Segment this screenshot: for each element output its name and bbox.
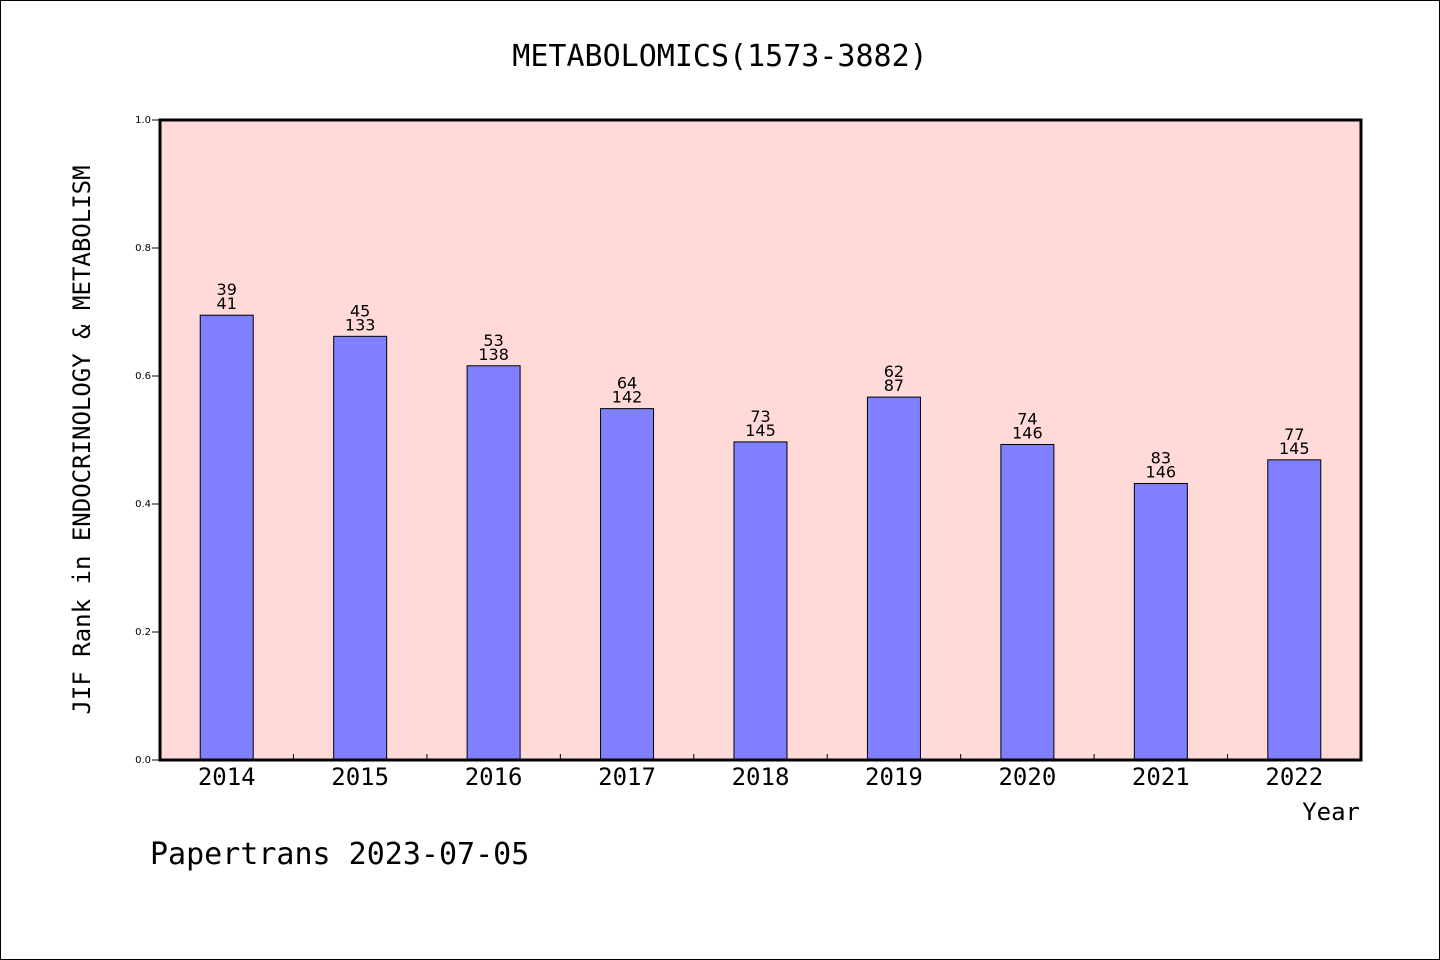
bar	[333, 335, 388, 761]
x-tick-label: 2014	[198, 763, 256, 791]
y-tick-label: 0.2	[135, 627, 151, 638]
bar	[199, 314, 254, 761]
x-tick-label: 2018	[732, 763, 790, 791]
bar-rank-label: 64	[617, 374, 637, 393]
bar-total-label: 138	[478, 345, 509, 364]
bar	[466, 365, 521, 761]
bar	[733, 441, 788, 761]
footer-note: Papertrans 2023-07-05	[150, 837, 529, 872]
bar-rank-label: 83	[1151, 449, 1171, 468]
bar-total-label: 87	[884, 376, 904, 395]
x-tick-label: 2020	[998, 763, 1056, 791]
chart-title: METABOLOMICS(1573-3882)	[512, 39, 927, 74]
y-tick-label: 0.6	[135, 371, 151, 382]
bar-rank-label: 39	[217, 280, 237, 299]
y-tick-label: 0.0	[135, 755, 151, 766]
x-tick-label: 2019	[865, 763, 923, 791]
x-tick-label: 2017	[598, 763, 656, 791]
bar	[1133, 483, 1188, 761]
bar-total-label: 146	[1146, 463, 1177, 482]
y-axis-label: JIF Rank in ENDOCRINOLOGY & METABOLISM	[68, 165, 96, 714]
x-tick-label: 2021	[1132, 763, 1190, 791]
bar	[1000, 443, 1055, 761]
bar	[600, 408, 655, 761]
bar-total-label: 146	[1012, 423, 1043, 442]
bar-total-label: 145	[745, 421, 776, 440]
plot-border	[158, 118, 1363, 762]
bar-total-label: 41	[217, 294, 237, 313]
x-tick-label: 2016	[465, 763, 523, 791]
y-axis: 0.0 0.2 0.4 0.6 0.8 1.0	[135, 115, 160, 766]
bar-rank-label: 73	[750, 407, 770, 426]
bar-total-label: 145	[1279, 439, 1310, 458]
bar-rank-label: 45	[350, 301, 370, 320]
x-tick-label: 2015	[331, 763, 389, 791]
x-axis-label: Year	[1302, 798, 1360, 826]
bar-total-label: 133	[345, 315, 376, 334]
bar-total-label: 142	[612, 388, 643, 407]
y-tick-label: 0.8	[135, 243, 151, 254]
x-axis: 2014 2015 2016 2017 2018 2019 2020 2021 2022	[198, 754, 1323, 791]
bar-rank-label: 62	[884, 362, 904, 381]
bar-rank-label: 74	[1017, 409, 1037, 428]
bar	[866, 396, 921, 761]
bar-rank-label: 53	[483, 331, 503, 350]
y-tick-label: 1.0	[135, 115, 151, 126]
y-tick-label: 0.4	[135, 499, 151, 510]
bar	[1267, 459, 1322, 761]
x-tick-label: 2022	[1265, 763, 1323, 791]
bar-rank-label: 77	[1284, 425, 1304, 444]
